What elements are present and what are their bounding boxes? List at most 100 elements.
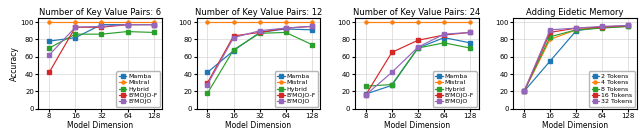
Hybrid [362, 85, 369, 87]
Mamba [256, 32, 264, 33]
Mistral [282, 21, 290, 23]
B'MOJO-F [150, 24, 157, 25]
32 Tokens [547, 29, 554, 31]
2 Tokens [598, 26, 606, 28]
8 Tokens [625, 26, 632, 27]
Hybrid [414, 47, 422, 49]
Line: Mamba: Mamba [206, 27, 314, 74]
Mistral [440, 21, 448, 23]
Line: B'MOJO-F: B'MOJO-F [364, 31, 472, 96]
B'MOJO-F [230, 35, 237, 37]
Line: Hybrid: Hybrid [364, 41, 472, 88]
Title: Number of Key Value Pairs: 24: Number of Key Value Pairs: 24 [353, 8, 481, 17]
Hybrid [97, 33, 105, 35]
B'MOJO [467, 32, 474, 33]
Hybrid [308, 44, 316, 45]
Line: Mistral: Mistral [206, 21, 314, 24]
Hybrid [282, 32, 290, 33]
Title: Number of Key Value Pairs: 6: Number of Key Value Pairs: 6 [39, 8, 161, 17]
2 Tokens [520, 91, 528, 92]
16 Tokens [625, 25, 632, 26]
B'MOJO [414, 46, 422, 48]
Mamba [97, 24, 105, 25]
B'MOJO [204, 84, 211, 85]
Line: 2 Tokens: 2 Tokens [522, 25, 630, 93]
Mistral [150, 21, 157, 23]
Legend: Mamba, Mistral, Hybrid, B'MOJO-F, B'MOJO: Mamba, Mistral, Hybrid, B'MOJO-F, B'MOJO [433, 71, 477, 107]
Mistral [362, 21, 369, 23]
B'MOJO-F [308, 26, 316, 27]
B'MOJO [308, 26, 316, 27]
B'MOJO-F [282, 27, 290, 29]
32 Tokens [520, 91, 528, 92]
Line: B'MOJO: B'MOJO [364, 31, 472, 96]
4 Tokens [547, 39, 554, 40]
Line: 16 Tokens: 16 Tokens [522, 24, 630, 93]
Line: 4 Tokens: 4 Tokens [522, 25, 630, 93]
Hybrid [230, 49, 237, 51]
B'MOJO [362, 94, 369, 96]
Hybrid [204, 92, 211, 94]
32 Tokens [572, 27, 580, 29]
Line: Mistral: Mistral [364, 21, 472, 24]
8 Tokens [572, 29, 580, 31]
Mistral [124, 21, 131, 23]
B'MOJO-F [204, 82, 211, 84]
16 Tokens [598, 26, 606, 28]
B'MOJO-F [362, 94, 369, 96]
Mamba [230, 50, 237, 51]
Line: Mistral: Mistral [48, 21, 155, 24]
X-axis label: Model Dimension: Model Dimension [542, 121, 608, 130]
Line: B'MOJO-F: B'MOJO-F [206, 25, 314, 84]
4 Tokens [520, 91, 528, 92]
B'MOJO-F [414, 39, 422, 41]
Mistral [45, 21, 53, 23]
Mamba [362, 93, 369, 95]
B'MOJO-F [440, 34, 448, 36]
Y-axis label: Accuracy: Accuracy [10, 46, 19, 81]
Mistral [72, 21, 79, 23]
Mamba [282, 28, 290, 30]
B'MOJO [282, 27, 290, 29]
2 Tokens [625, 26, 632, 27]
B'MOJO [124, 24, 131, 25]
Mamba [388, 85, 396, 86]
B'MOJO-F [124, 24, 131, 25]
B'MOJO [72, 26, 79, 28]
Line: B'MOJO: B'MOJO [48, 23, 155, 57]
Line: Hybrid: Hybrid [48, 30, 155, 50]
Line: B'MOJO-F: B'MOJO-F [48, 23, 155, 74]
Mistral [414, 21, 422, 23]
Line: Hybrid: Hybrid [206, 31, 314, 95]
B'MOJO-F [256, 32, 264, 33]
Hybrid [72, 33, 79, 35]
Line: 8 Tokens: 8 Tokens [522, 25, 630, 93]
Hybrid [150, 32, 157, 33]
Hybrid [124, 31, 131, 32]
B'MOJO [150, 24, 157, 25]
B'MOJO [440, 33, 448, 35]
Mamba [308, 29, 316, 31]
Mamba [150, 24, 157, 25]
B'MOJO-F [467, 32, 474, 33]
Mistral [308, 21, 316, 23]
B'MOJO-F [388, 52, 396, 53]
Line: B'MOJO: B'MOJO [206, 25, 314, 86]
2 Tokens [572, 30, 580, 32]
16 Tokens [520, 91, 528, 92]
Mistral [467, 21, 474, 23]
16 Tokens [547, 32, 554, 33]
Mistral [256, 21, 264, 23]
B'MOJO [97, 26, 105, 27]
Legend: Mamba, Mistral, Hybrid, B'MOJO-F, B'MOJO: Mamba, Mistral, Hybrid, B'MOJO-F, B'MOJO [275, 71, 319, 107]
Mistral [230, 21, 237, 23]
X-axis label: Model Dimension: Model Dimension [383, 121, 450, 130]
4 Tokens [598, 26, 606, 28]
4 Tokens [572, 29, 580, 31]
X-axis label: Model Dimension: Model Dimension [225, 121, 292, 130]
B'MOJO [388, 72, 396, 73]
Hybrid [388, 84, 396, 85]
Mamba [204, 72, 211, 73]
Line: 32 Tokens: 32 Tokens [522, 24, 630, 93]
Hybrid [467, 47, 474, 49]
